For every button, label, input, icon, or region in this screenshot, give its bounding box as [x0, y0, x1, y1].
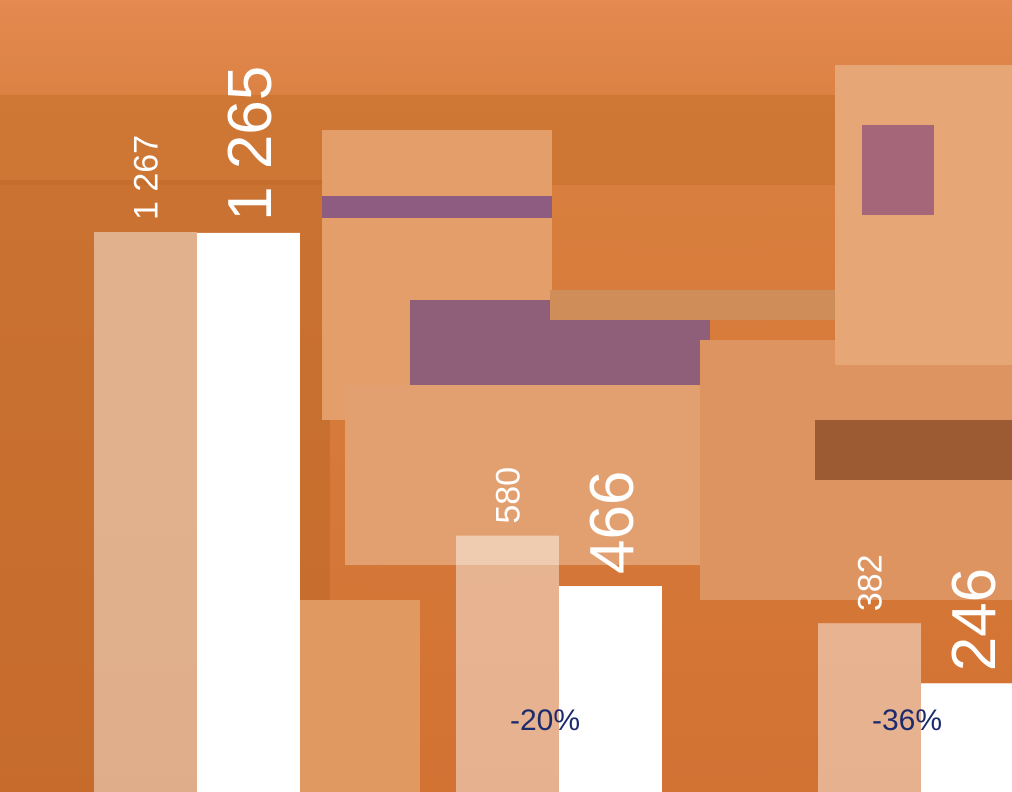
value-label: 382 [852, 554, 890, 611]
bar [921, 683, 1012, 792]
change-label: -36% [872, 704, 942, 737]
bar [456, 535, 559, 792]
bar [818, 623, 921, 792]
value-label: 1 267 [128, 135, 166, 220]
plot-area: 1 267 1 265 580 466 -20% 382 246 -36% [94, 66, 1012, 792]
change-label: -20% [510, 704, 580, 737]
value-label: 466 [578, 471, 647, 574]
value-label: 580 [490, 467, 528, 524]
bar [197, 232, 300, 792]
value-label: 1 265 [216, 66, 285, 221]
value-label: 246 [940, 568, 1009, 671]
bar [559, 586, 662, 792]
bar [94, 232, 197, 792]
